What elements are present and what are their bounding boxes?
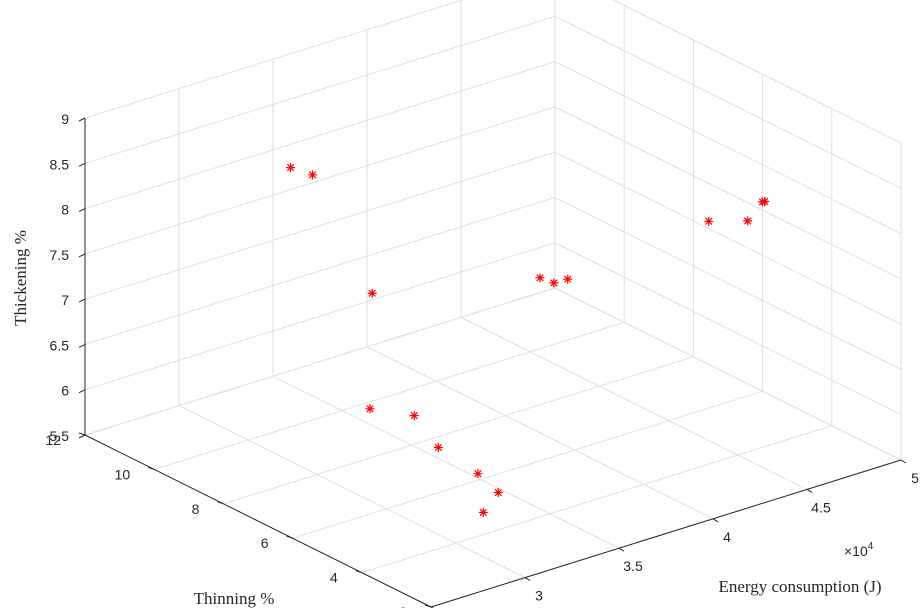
sidewall-gridline-z bbox=[554, 196, 902, 370]
x-tick-label: 3.5 bbox=[623, 558, 643, 574]
x-tick-label: 3 bbox=[535, 588, 543, 604]
data-points bbox=[286, 163, 770, 517]
x-tick-mark bbox=[524, 577, 531, 582]
y-axis-label: Thinning % bbox=[194, 589, 275, 608]
y-tick-mark bbox=[148, 466, 155, 470]
z-axis-label: Thickening % bbox=[11, 230, 30, 326]
data-point bbox=[549, 278, 559, 288]
z-tick-label: 9 bbox=[61, 111, 69, 127]
x-axis-line bbox=[430, 459, 902, 608]
sidewall-gridline-z bbox=[554, 106, 902, 280]
sidewall-gridline-z bbox=[554, 15, 902, 189]
y-tick-mark bbox=[78, 432, 86, 436]
data-point bbox=[433, 443, 443, 453]
y-tick-label: 8 bbox=[192, 501, 200, 517]
y-tick-mark bbox=[424, 604, 432, 608]
z-tick-mark bbox=[78, 208, 86, 213]
backwall-gridline-z bbox=[84, 242, 556, 391]
y-tick-mark bbox=[355, 570, 362, 574]
floor-gridline-x bbox=[460, 316, 808, 490]
data-point bbox=[493, 488, 503, 498]
data-point bbox=[409, 411, 419, 421]
x-tick-label: 4.5 bbox=[811, 499, 831, 515]
sidewall-gridline-z bbox=[612, 0, 902, 144]
sidewall-gridline-z bbox=[554, 61, 902, 235]
z-tick-label: 8 bbox=[61, 202, 69, 218]
tick-labels: 2.533.544.55246810125.566.577.588.59 bbox=[45, 111, 919, 608]
y-axis-line bbox=[84, 434, 432, 608]
backwall-gridline-z bbox=[84, 106, 556, 255]
y-tick-mark bbox=[217, 501, 224, 505]
floor-gridline-x bbox=[366, 346, 714, 520]
z-tick-mark bbox=[78, 389, 86, 394]
data-point bbox=[478, 507, 488, 517]
floor-gridline-y bbox=[223, 356, 694, 505]
data-point bbox=[473, 469, 483, 479]
y-tick-label: 6 bbox=[261, 535, 269, 551]
z-tick-label: 6 bbox=[61, 383, 69, 399]
data-point bbox=[365, 404, 375, 414]
backwall-gridline-z bbox=[84, 0, 464, 119]
z-tick-mark bbox=[78, 162, 86, 167]
backwall-gridline-z bbox=[84, 61, 556, 210]
z-tick-label: 8.5 bbox=[50, 156, 70, 172]
z-tick-mark bbox=[78, 298, 86, 303]
floor-gridline-y bbox=[292, 390, 763, 539]
y-tick-label: 12 bbox=[45, 432, 61, 448]
x-exponent-label: ×104 bbox=[844, 541, 874, 559]
z-tick-mark bbox=[78, 434, 86, 439]
data-point bbox=[563, 274, 573, 284]
y-tick-label: 4 bbox=[330, 570, 338, 586]
x-tick-mark bbox=[900, 459, 907, 464]
x-tick-label: 5 bbox=[911, 470, 919, 486]
y-tick-mark bbox=[286, 535, 293, 539]
x-tick-mark bbox=[712, 518, 719, 523]
x-axis-label: Energy consumption (J) bbox=[718, 577, 881, 596]
grid-layer bbox=[84, 0, 902, 608]
z-tick-label: 5.5 bbox=[50, 428, 70, 444]
backwall-gridline-z bbox=[84, 15, 556, 164]
x-exponent-power: 4 bbox=[868, 541, 874, 552]
backwall-gridline-z bbox=[84, 196, 556, 345]
floor-gridline-y bbox=[361, 425, 832, 574]
floor-gridline-x bbox=[272, 375, 620, 549]
data-point bbox=[743, 216, 753, 226]
data-point bbox=[286, 163, 296, 173]
sidewall-gridline-z bbox=[554, 287, 902, 461]
backwall-gridline-z bbox=[84, 151, 556, 300]
z-tick-mark bbox=[78, 343, 86, 348]
axis-layer bbox=[78, 117, 907, 608]
backwall-gridline-z bbox=[84, 287, 556, 436]
x-exponent-base: ×10 bbox=[844, 543, 868, 559]
x-tick-label: 4 bbox=[723, 529, 731, 545]
z-tick-mark bbox=[78, 117, 86, 122]
y-tick-label: 2 bbox=[399, 604, 407, 608]
z-tick-label: 7.5 bbox=[50, 247, 70, 263]
data-point bbox=[308, 170, 318, 180]
floor-gridline-y bbox=[154, 321, 625, 470]
sidewall-gridline-z bbox=[554, 242, 902, 416]
z-tick-mark bbox=[78, 253, 86, 258]
x-tick-mark bbox=[618, 547, 625, 552]
y-tick-label: 10 bbox=[115, 466, 131, 482]
data-point bbox=[704, 216, 714, 226]
data-point bbox=[535, 273, 545, 283]
data-point bbox=[760, 196, 770, 206]
z-tick-label: 6.5 bbox=[50, 337, 70, 353]
x-tick-mark bbox=[806, 488, 813, 493]
z-tick-label: 7 bbox=[61, 292, 69, 308]
floor-gridline-x bbox=[178, 405, 526, 579]
sidewall-gridline-z bbox=[554, 151, 902, 325]
data-point bbox=[367, 288, 377, 298]
